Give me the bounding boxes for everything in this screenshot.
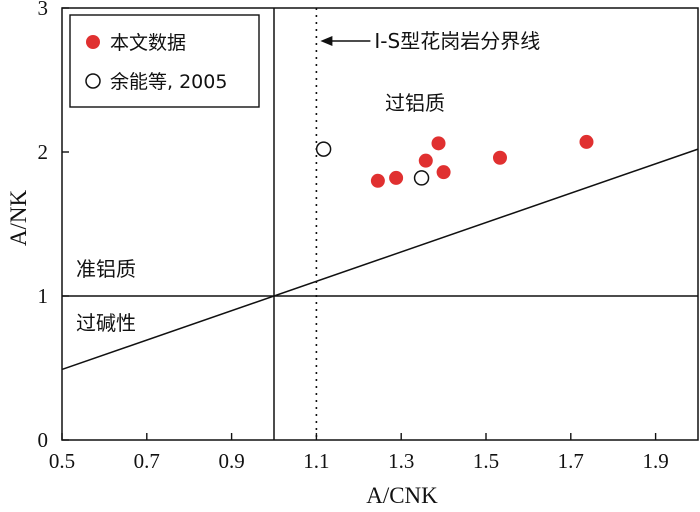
data-point-filled — [436, 165, 451, 180]
region-label-metaluminous: 准铝质 — [76, 257, 136, 281]
legend-entry-yu-2005: 余能等, 2005 — [110, 71, 227, 93]
region-label-peraluminous: 过铝质 — [385, 91, 445, 115]
y-tick-label: 0 — [38, 428, 49, 452]
x-axis: 0.5 0.7 0.9 1.1 1.3 1.5 1.7 1.9 — [49, 433, 669, 473]
legend: 本文数据 余能等, 2005 — [69, 14, 260, 108]
x-tick-label: 1.1 — [303, 449, 329, 473]
x-tick-label: 1.9 — [642, 449, 668, 473]
legend-entry-this-study: 本文数据 — [110, 32, 186, 54]
data-point-open — [315, 141, 332, 157]
legend-marker-open — [85, 73, 101, 89]
x-tick-label: 0.9 — [218, 449, 244, 473]
y-tick-label: 3 — [38, 0, 49, 20]
x-tick-label: 1.7 — [558, 449, 584, 473]
y-tick-label: 2 — [38, 140, 49, 164]
data-point-filled — [418, 153, 433, 168]
data-point-filled — [370, 173, 385, 188]
x-tick-label: 1.5 — [473, 449, 499, 473]
boundary-annotation: I-S型花岗岩分界线 — [320, 29, 540, 53]
x-tick-label: 1.3 — [388, 449, 414, 473]
data-points — [315, 134, 594, 188]
data-point-filled — [492, 150, 507, 165]
y-axis-label: A/NK — [6, 190, 31, 247]
data-point-filled — [431, 136, 446, 151]
plot-frame — [61, 7, 699, 441]
data-point-open — [413, 170, 430, 186]
y-axis: 0 1 2 3 — [38, 0, 69, 452]
data-point-filled — [579, 134, 594, 149]
y-tick-label: 1 — [38, 284, 49, 308]
boundary-label: I-S型花岗岩分界线 — [374, 29, 540, 53]
region-label-peralkaline: 过碱性 — [76, 311, 136, 335]
reference-line-segment — [61, 148, 699, 371]
x-tick-label: 0.7 — [134, 449, 160, 473]
x-tick-label: 0.5 — [49, 449, 75, 473]
x-axis-label: A/CNK — [366, 483, 438, 508]
reference-lines — [61, 8, 699, 440]
legend-box — [69, 14, 260, 108]
arrow-head-icon — [320, 36, 333, 46]
legend-marker-filled — [86, 35, 100, 49]
data-point-filled — [389, 170, 404, 185]
